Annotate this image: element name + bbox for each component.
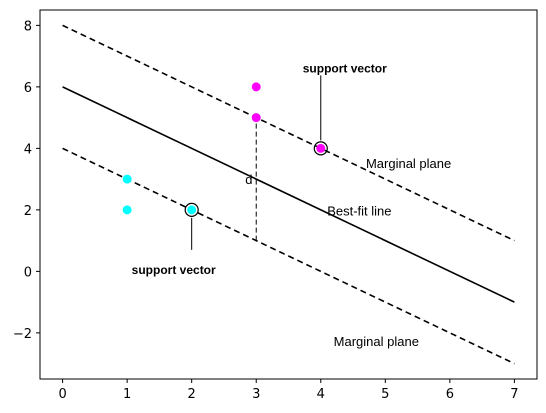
x-tick-label: 4 — [317, 387, 325, 402]
x-tick-label: 5 — [381, 387, 389, 402]
lower-marginal-line — [62, 147, 515, 365]
y-tick-label: 6 — [24, 81, 32, 96]
data-point — [122, 174, 132, 184]
x-tick-label: 3 — [252, 387, 260, 402]
y-tick-label: 2 — [24, 204, 32, 219]
plane-label: Best-fit line — [327, 203, 391, 218]
plot-frame — [39, 9, 538, 380]
data-point — [251, 82, 261, 92]
y-tick-label: 8 — [24, 19, 32, 34]
y-tick-label: 0 — [24, 265, 32, 280]
axis-layer: 0 1 2 3 4 5 6 7 −2 0 2 4 6 8 — [13, 19, 519, 402]
data-point — [251, 113, 261, 123]
x-tick-label: 1 — [123, 387, 131, 402]
upper-marginal-line — [62, 24, 515, 242]
data-point — [316, 143, 326, 153]
plane-label: Marginal plane — [334, 334, 419, 349]
x-tick-label: 7 — [510, 387, 518, 402]
support-vector-label: support vector — [132, 263, 216, 277]
y-tick-label: 4 — [24, 142, 32, 157]
plot-layer: d support vector support vector Marginal pl… — [62, 24, 515, 365]
x-tick-label: 0 — [58, 387, 66, 402]
plane-label: Marginal plane — [366, 156, 451, 171]
data-point — [187, 205, 197, 215]
x-tick-label: 2 — [188, 387, 196, 402]
distance-label: d — [245, 172, 252, 187]
support-vector-ring — [313, 141, 328, 156]
y-tick-label: −2 — [13, 327, 32, 342]
data-point — [122, 205, 132, 215]
support-vector-ring — [184, 202, 199, 217]
best-fit-line — [62, 86, 515, 303]
support-vector-label: support vector — [303, 61, 387, 75]
x-tick-label: 6 — [446, 387, 454, 402]
